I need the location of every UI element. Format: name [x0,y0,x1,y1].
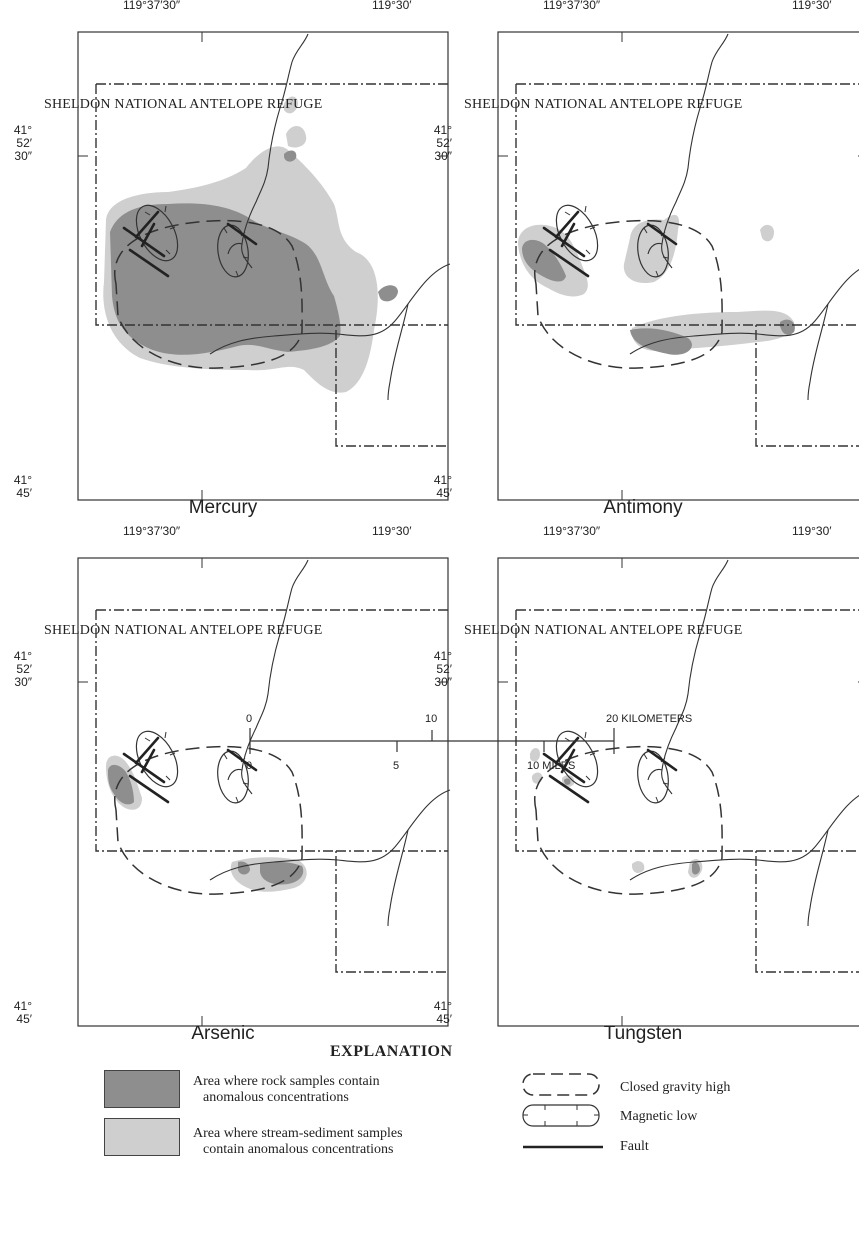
panel-title-tungsten: Tungsten [603,1023,683,1044]
rock-sample-anomaly [260,861,304,885]
stream-sediment-anomaly [632,861,645,873]
legend-fault-label: Fault [620,1139,649,1154]
scale-km-10: 10 [425,713,438,725]
legend-swatch-rock [104,1070,180,1108]
latitude-label-south: 41° 45′ [13,999,32,1026]
latitude-label-north: 41° 52′ 30″ [433,123,452,163]
stream [629,795,859,881]
faults [542,210,678,278]
refuge-boundary [95,609,448,973]
longitude-label-west: 119°37′30″ [123,0,181,12]
stream [629,269,859,355]
stream [209,263,451,355]
refuge-boundary [515,609,859,973]
stream [209,789,451,881]
panel-map [77,557,451,1027]
stream [647,559,729,795]
rock-sample-anomaly [780,319,795,335]
stream [807,829,829,927]
latitude-label-south: 41° 45′ [433,473,452,500]
scale-bar [249,728,615,754]
legend-gravity-label: Closed gravity high [620,1080,731,1095]
longitude-label-east: 119°30′ [372,524,412,538]
refuge-label: SHELDON NATIONAL ANTELOPE REFUGE [464,623,743,638]
stream [227,559,309,795]
faults [122,210,258,278]
longitude-label-east: 119°30′ [372,0,412,12]
panel-title-antimony: Antimony [603,497,683,518]
latitude-label-north: 41° 52′ 30″ [13,123,32,163]
stream [227,33,309,269]
longitude-label-west: 119°37′30″ [543,0,601,12]
stream-sediment-anomaly [760,224,774,242]
faults [122,736,258,804]
rock-sample-anomaly [564,778,571,785]
refuge-label: SHELDON NATIONAL ANTELOPE REFUGE [464,97,743,112]
stream [387,303,409,401]
scale-mi-5: 5 [393,760,400,772]
rock-sample-anomaly [522,239,566,282]
legend-magnetic-label: Magnetic low [620,1109,698,1124]
rock-sample-anomaly [630,328,692,355]
scale-mi-10: 10 MILES [527,760,576,772]
stream [647,33,729,269]
stream-sediment-anomaly [286,125,307,148]
stream [807,303,829,401]
rock-sample-anomaly [692,862,700,875]
longitude-label-east: 119°30′ [792,524,832,538]
longitude-label-east: 119°30′ [792,0,832,12]
refuge-label: SHELDON NATIONAL ANTELOPE REFUGE [44,97,323,112]
refuge-label: SHELDON NATIONAL ANTELOPE REFUGE [44,623,323,638]
refuge-boundary [515,83,859,447]
legend-symbols [522,1073,603,1149]
map-frame [497,557,859,1027]
latitude-label-north: 41° 52′ 30″ [433,649,452,689]
latitude-label-south: 41° 45′ [433,999,452,1026]
latitude-label-south: 41° 45′ [13,473,32,500]
stream-sediment-anomaly [530,748,540,762]
map-frame [497,31,859,501]
stream-sediment-anomaly [284,96,298,114]
refuge-boundary [95,83,448,447]
legend-stream-label: Area where stream-sediment samples conta… [193,1126,403,1157]
rock-sample-anomaly [108,764,134,805]
panel-title-arsenic: Arsenic [191,1023,255,1044]
longitude-label-west: 119°37′30″ [123,524,181,538]
longitude-label-west: 119°37′30″ [543,524,601,538]
rock-sample-anomaly [110,203,341,355]
map-frame [77,557,449,1027]
panel-map [497,557,859,1027]
gravity-high-icon [522,1073,600,1096]
panel-title-mercury: Mercury [188,497,258,518]
stream-sediment-anomaly [623,214,680,284]
rock-sample-anomaly [238,861,250,875]
rock-sample-anomaly [378,285,398,302]
rock-sample-anomaly [284,150,297,162]
scale-km-20: 20 KILOMETERS [606,713,693,725]
magnetic-low-icon [522,1104,600,1127]
map-frame [77,31,449,501]
faults [542,736,678,804]
explanation-title: EXPLANATION [330,1043,453,1060]
scale-mi-0: 0 [246,760,253,772]
panel-map [77,31,451,501]
scale-km-0: 0 [246,713,253,725]
legend-swatch-stream [104,1118,180,1156]
legend-rock-label: Area where rock samples contain anomalou… [193,1074,380,1105]
latitude-label-north: 41° 52′ 30″ [13,649,32,689]
stream [387,829,409,927]
panel-map [497,31,859,501]
